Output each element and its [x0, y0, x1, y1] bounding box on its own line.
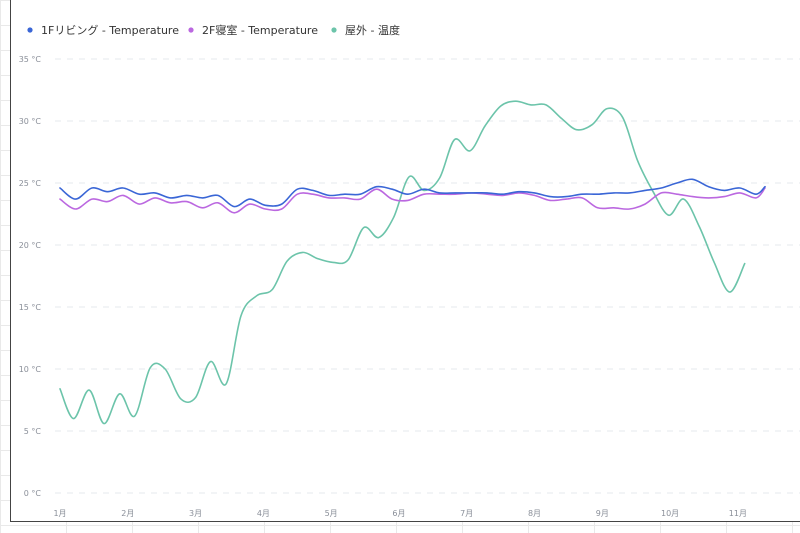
x-tick-label: 7月 — [460, 509, 473, 518]
legend-item-1[interactable]: 2F寝室 - Temperature — [188, 23, 318, 37]
y-tick-label: 35 °C — [19, 55, 42, 64]
y-tick-label: 25 °C — [19, 179, 42, 188]
legend[interactable]: 1Fリビング - Temperature 2F寝室 - Temperature 屋外… — [27, 23, 400, 37]
y-axis-ticks: 0 °C 5 °C 10 °C 15 °C 20 °C 25 °C 30 °C 35 °C — [19, 55, 42, 498]
x-tick-label: 9月 — [596, 509, 609, 518]
x-tick-label: 10月 — [661, 509, 679, 518]
x-tick-label: 6月 — [392, 509, 405, 518]
x-tick-label: 2月 — [121, 509, 134, 518]
series-lines — [59, 100, 766, 425]
legend-marker — [331, 27, 337, 33]
legend-label: 2F寝室 - Temperature — [202, 23, 318, 37]
legend-marker — [188, 27, 194, 33]
x-tick-label: 3月 — [189, 509, 202, 518]
x-axis-ticks: 1月 2月 3月 4月 5月 6月 7月 8月 9月 10月 11月 — [53, 509, 747, 518]
legend-label: 1Fリビング - Temperature — [41, 23, 179, 37]
legend-item-0[interactable]: 1Fリビング - Temperature — [27, 23, 179, 37]
y-tick-label: 0 °C — [24, 489, 42, 498]
y-tick-label: 20 °C — [19, 241, 42, 250]
y-tick-label: 5 °C — [24, 427, 42, 436]
series-line-0 — [59, 178, 766, 208]
temperature-line-chart: 0 °C 5 °C 10 °C 15 °C 20 °C 25 °C 30 °C 35 °C 1… — [19, 23, 800, 518]
y-tick-label: 30 °C — [19, 117, 42, 126]
x-tick-label: 4月 — [257, 509, 270, 518]
x-tick-label: 5月 — [325, 509, 338, 518]
x-tick-label: 8月 — [528, 509, 541, 518]
series-line-2 — [59, 100, 746, 425]
series-line-1 — [59, 187, 766, 214]
x-tick-label: 1月 — [53, 509, 66, 518]
legend-label: 屋外 - 温度 — [345, 23, 400, 37]
y-tick-label: 10 °C — [19, 365, 42, 374]
legend-marker — [27, 27, 33, 33]
x-tick-label: 11月 — [729, 509, 747, 518]
chart-panel: 0 °C 5 °C 10 °C 15 °C 20 °C 25 °C 30 °C 35 °C 1… — [10, 0, 800, 522]
legend-item-2[interactable]: 屋外 - 温度 — [331, 23, 400, 37]
grid-lines — [55, 58, 800, 494]
y-tick-label: 15 °C — [19, 303, 42, 312]
